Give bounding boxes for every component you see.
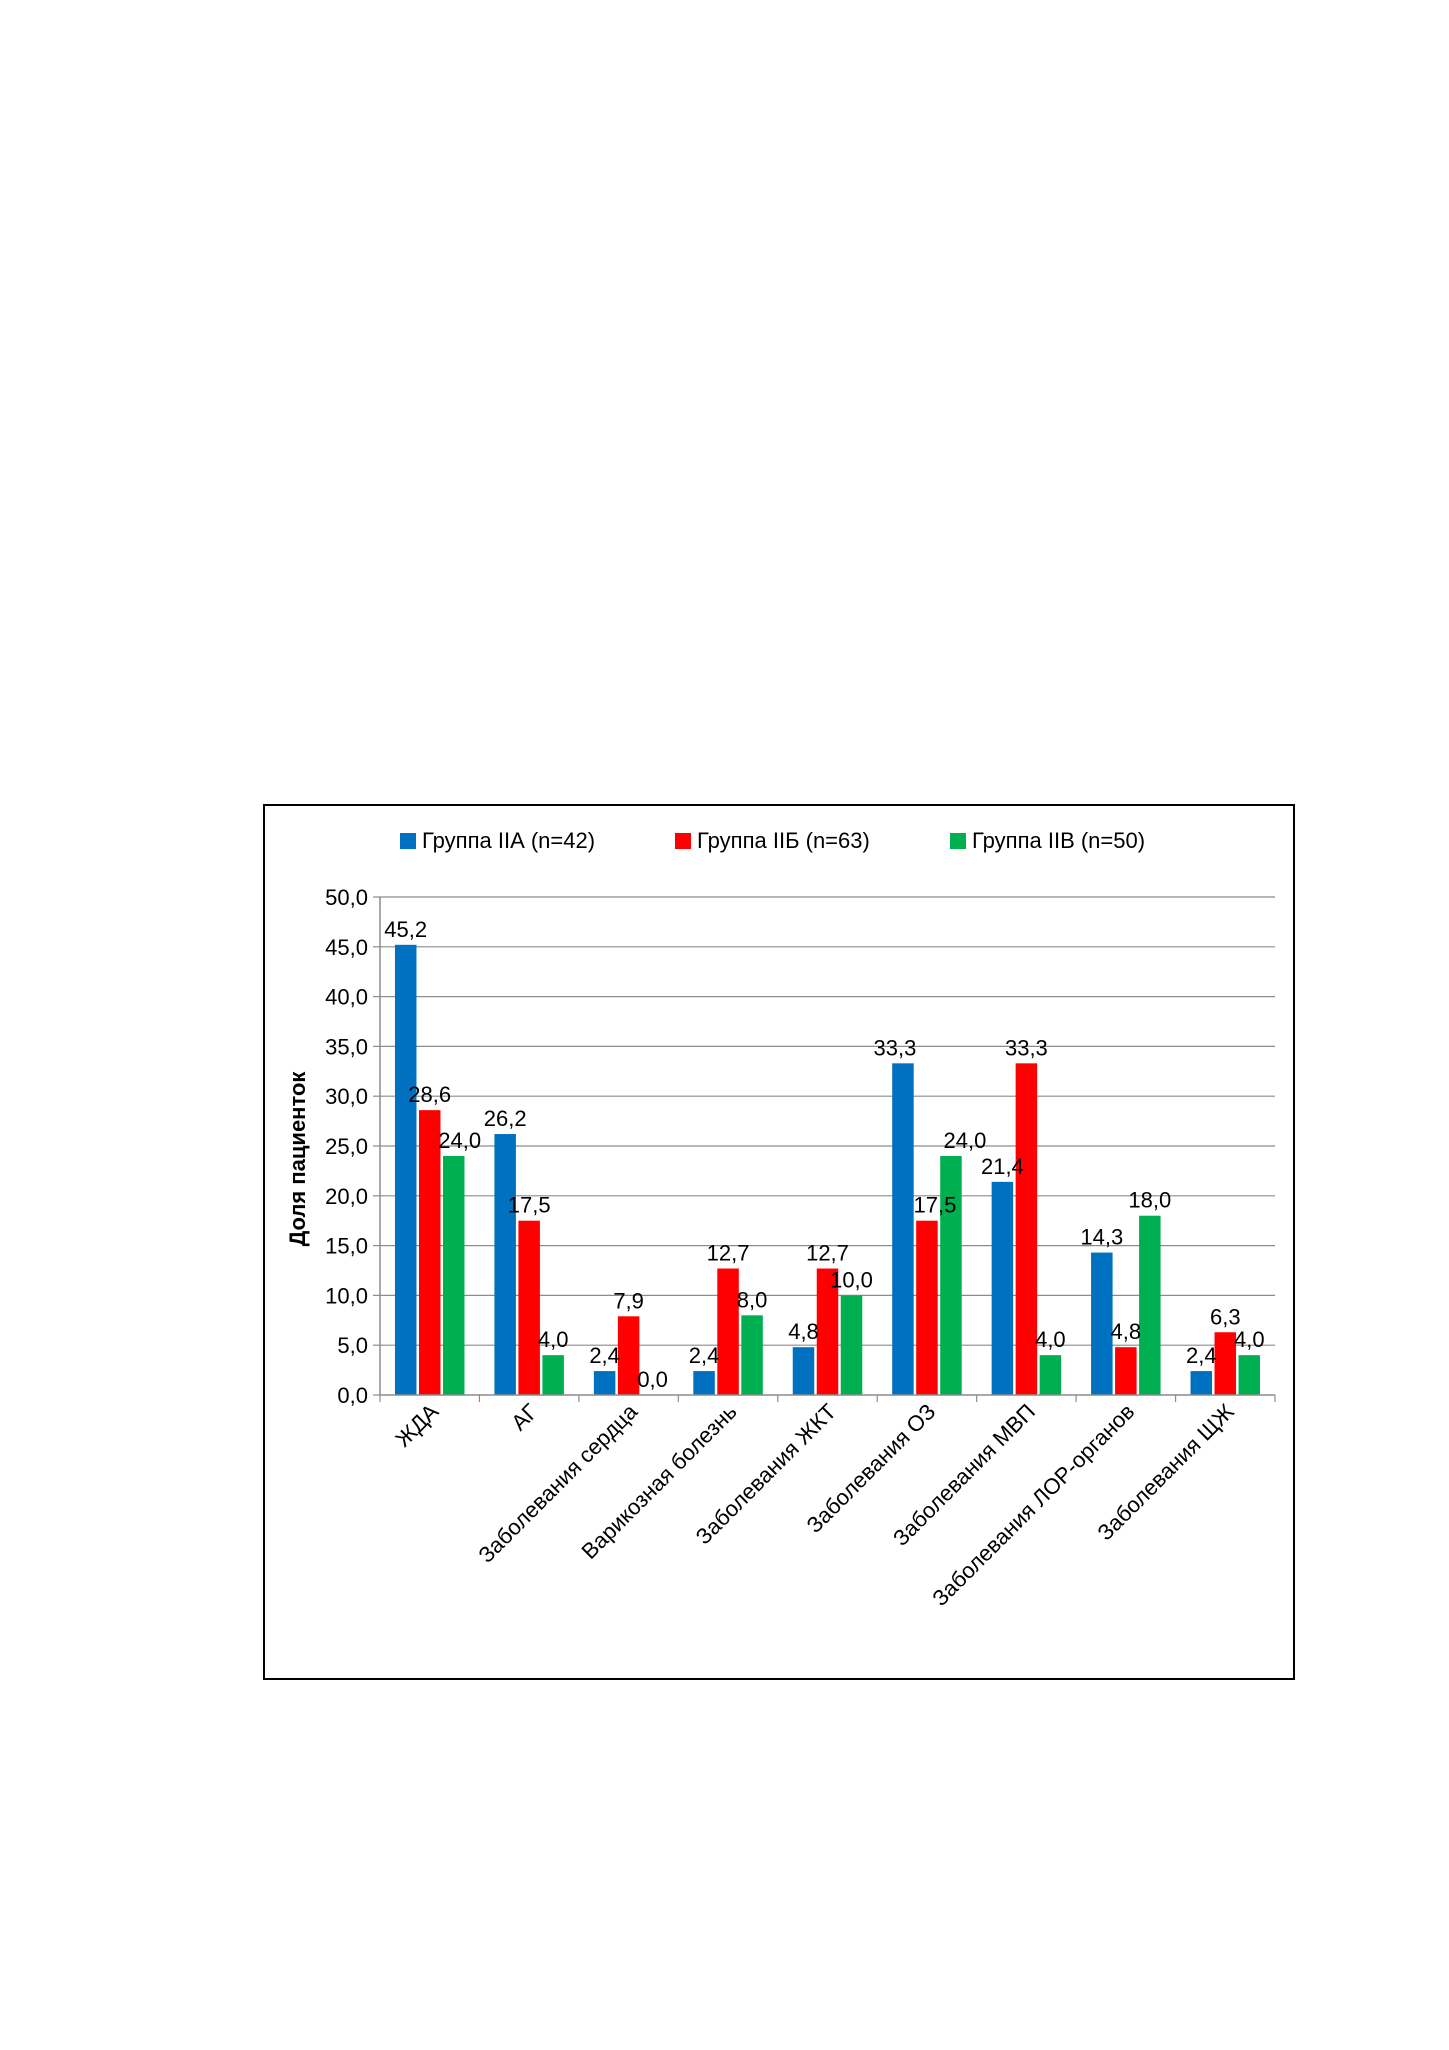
data-label: 4,0 xyxy=(538,1327,569,1352)
data-label: 6,3 xyxy=(1210,1304,1241,1329)
bar-1-2 xyxy=(494,1134,516,1395)
category-label: ЖДА xyxy=(390,1399,443,1452)
data-label: 4,8 xyxy=(1111,1319,1142,1344)
y-tick-label: 45,0 xyxy=(325,935,368,960)
data-label: 45,2 xyxy=(384,917,427,942)
data-label: 18,0 xyxy=(1128,1188,1171,1213)
data-label: 8,0 xyxy=(737,1287,768,1312)
bar-2-9 xyxy=(1214,1332,1237,1395)
data-label: 4,8 xyxy=(788,1319,819,1344)
bar-1-5 xyxy=(792,1347,815,1395)
bar-chart: Группа IIА (n=42) Группа IIБ (n=63) Группа… xyxy=(285,828,1276,1611)
y-tick-label: 50,0 xyxy=(325,885,368,910)
bar-2-5 xyxy=(816,1268,839,1395)
data-label: 24,0 xyxy=(438,1128,481,1153)
y-tick-label: 40,0 xyxy=(325,985,368,1010)
y-tick-label: 20,0 xyxy=(325,1184,368,1209)
category-label: Заболевания ЛОР-органов xyxy=(927,1399,1139,1611)
data-label: 10,0 xyxy=(830,1267,873,1292)
y-tick-label: 5,0 xyxy=(337,1333,368,1358)
y-tick-label: 10,0 xyxy=(325,1283,368,1308)
bar-3-8 xyxy=(1139,1215,1161,1395)
data-label: 33,3 xyxy=(874,1035,917,1060)
legend-label: Группа IIВ (n=50) xyxy=(972,828,1145,853)
bar-3-1 xyxy=(442,1155,465,1395)
data-label: 2,4 xyxy=(689,1343,720,1368)
legend-label: Группа IIА (n=42) xyxy=(422,828,595,853)
data-labels: 45,2 26,2 2,4 2,4 4,8 33,3 21,4 14,3 2,4 28,6 17,5… xyxy=(384,917,1264,1392)
legend-label: Группа IIБ (n=63) xyxy=(697,828,870,853)
y-tick-label: 30,0 xyxy=(325,1084,368,1109)
data-label: 33,3 xyxy=(1005,1035,1048,1060)
bar-1-6 xyxy=(892,1063,914,1395)
bar-3-7 xyxy=(1039,1355,1062,1395)
bar-2-3 xyxy=(617,1316,640,1395)
y-tick-label: 25,0 xyxy=(325,1134,368,1159)
data-label: 24,0 xyxy=(944,1128,987,1153)
data-label: 4,0 xyxy=(1035,1327,1066,1352)
bar-2-8 xyxy=(1115,1347,1137,1395)
data-label: 17,5 xyxy=(914,1193,957,1218)
bar-1-8 xyxy=(1091,1252,1113,1395)
data-label: 2,4 xyxy=(1186,1343,1217,1368)
bar-1-1 xyxy=(394,944,417,1395)
legend: Группа IIА (n=42) Группа IIБ (n=63) Группа… xyxy=(400,828,1145,853)
legend-swatch xyxy=(675,833,691,849)
data-label: 12,7 xyxy=(806,1241,849,1266)
bar-1-3 xyxy=(593,1371,616,1395)
chart-frame: Группа IIА (n=42) Группа IIБ (n=63) Группа… xyxy=(263,804,1295,1680)
data-label: 26,2 xyxy=(484,1106,527,1131)
bar-2-2 xyxy=(518,1220,540,1395)
bar-1-7 xyxy=(991,1181,1014,1395)
category-label: АГ xyxy=(506,1399,543,1436)
y-axis-ticks: 0,0 5,0 10,0 15,0 20,0 25,0 30,0 35,0 40,0 45,0 50… xyxy=(325,885,368,1408)
data-label: 4,0 xyxy=(1234,1327,1265,1352)
data-label: 12,7 xyxy=(707,1241,750,1266)
data-label: 17,5 xyxy=(508,1193,551,1218)
y-tick-label: 15,0 xyxy=(325,1234,368,1259)
category-label: Заболевания сердца xyxy=(473,1398,642,1567)
bars xyxy=(394,944,1261,1395)
bar-1-9 xyxy=(1190,1371,1213,1395)
bar-3-5 xyxy=(840,1295,863,1395)
data-label: 7,9 xyxy=(613,1288,644,1313)
y-tick-label: 35,0 xyxy=(325,1034,368,1059)
bar-2-1 xyxy=(418,1110,441,1395)
bar-1-4 xyxy=(693,1371,715,1395)
bar-3-2 xyxy=(542,1355,564,1395)
bar-3-6 xyxy=(940,1155,962,1395)
bar-3-4 xyxy=(741,1315,763,1395)
bar-3-9 xyxy=(1238,1355,1261,1395)
data-label: 21,4 xyxy=(981,1154,1024,1179)
bar-2-4 xyxy=(717,1268,739,1395)
legend-swatch xyxy=(950,833,966,849)
y-axis-label: Доля пациенток xyxy=(285,1071,310,1247)
data-label: 14,3 xyxy=(1080,1225,1123,1250)
axes xyxy=(379,897,1276,1402)
legend-swatch xyxy=(400,833,416,849)
data-label: 2,4 xyxy=(589,1343,620,1368)
bar-2-6 xyxy=(916,1220,938,1395)
y-tick-label: 0,0 xyxy=(337,1383,368,1408)
bar-2-7 xyxy=(1015,1063,1038,1395)
data-label: 28,6 xyxy=(408,1082,451,1107)
data-label: 0,0 xyxy=(637,1367,668,1392)
